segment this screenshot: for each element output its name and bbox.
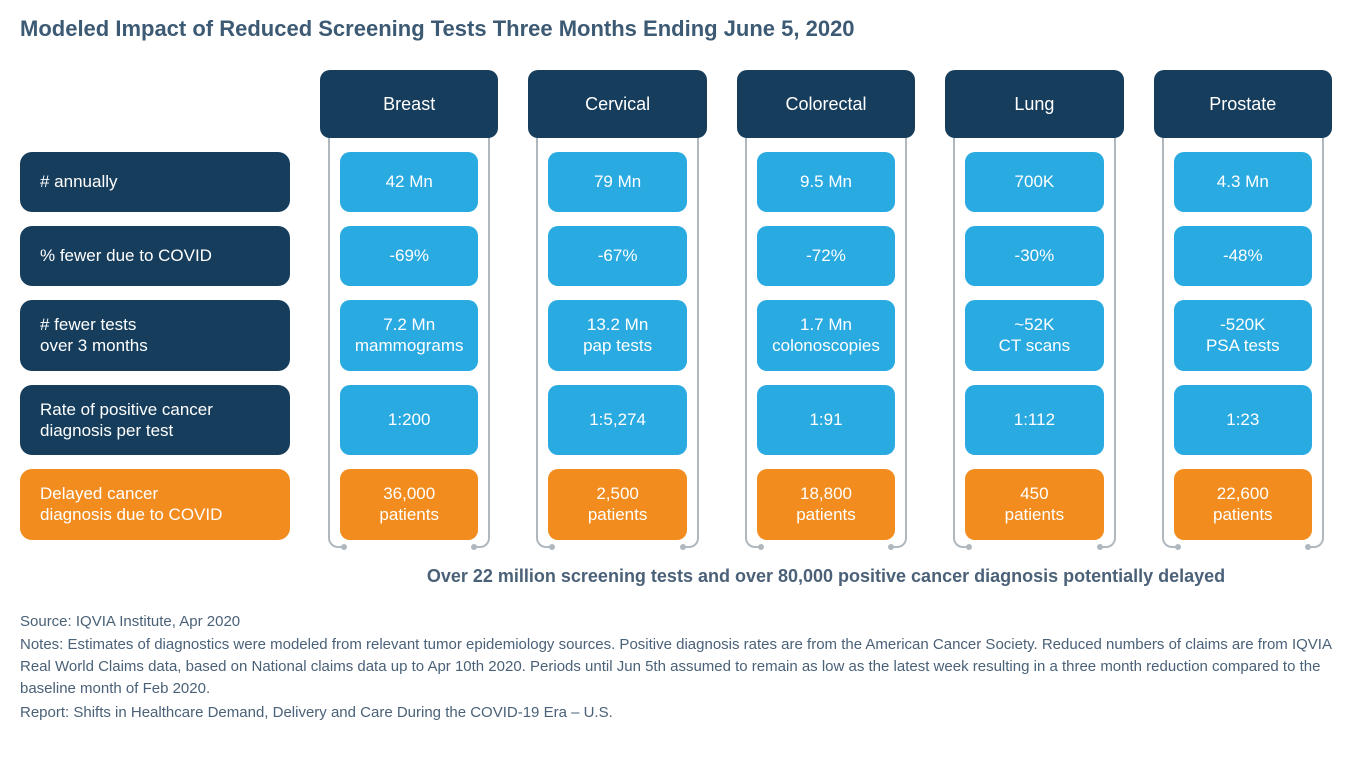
data-cell: 1:200 — [340, 385, 478, 456]
data-cell: 1.7 Mn colonoscopies — [757, 300, 895, 371]
column-wrap: Breast — [320, 70, 498, 138]
data-cell: 13.2 Mn pap tests — [548, 300, 686, 371]
column-wrap: Colorectal — [737, 70, 915, 138]
data-cell: 2,500 patients — [548, 469, 686, 540]
data-cell: 1:23 — [1174, 385, 1312, 456]
column-wrap: Prostate — [1154, 70, 1332, 138]
data-cell: 36,000 patients — [340, 469, 478, 540]
data-cell: -520K PSA tests — [1174, 300, 1312, 371]
header-spacer — [20, 70, 290, 138]
data-cell: 1:112 — [965, 385, 1103, 456]
column-header: Prostate — [1154, 70, 1332, 138]
footnote-source: Source: IQVIA Institute, Apr 2020 — [20, 611, 1332, 633]
data-cell: 9.5 Mn — [757, 152, 895, 212]
data-grid: Breast Cervical Colorectal Lung Prostate # an… — [20, 70, 1332, 540]
data-cell: 4.3 Mn — [1174, 152, 1312, 212]
column-wrap: Lung — [945, 70, 1123, 138]
data-cell: -72% — [757, 226, 895, 286]
summary-line: Over 22 million screening tests and over… — [320, 566, 1332, 587]
footnote-report: Report: Shifts in Healthcare Demand, Del… — [20, 702, 1332, 724]
row-label: Delayed cancer diagnosis due to COVID — [20, 469, 290, 540]
row-label: Rate of positive cancer diagnosis per te… — [20, 385, 290, 456]
page-title: Modeled Impact of Reduced Screening Test… — [20, 16, 1332, 42]
data-cell: 450 patients — [965, 469, 1103, 540]
data-cell: 7.2 Mn mammograms — [340, 300, 478, 371]
data-cell: 700K — [965, 152, 1103, 212]
row-label: % fewer due to COVID — [20, 226, 290, 286]
data-cell: 79 Mn — [548, 152, 686, 212]
data-cell: -48% — [1174, 226, 1312, 286]
data-cell: -69% — [340, 226, 478, 286]
data-cell: 1:91 — [757, 385, 895, 456]
data-cell: 42 Mn — [340, 152, 478, 212]
column-header: Colorectal — [737, 70, 915, 138]
column-header: Breast — [320, 70, 498, 138]
data-cell: 22,600 patients — [1174, 469, 1312, 540]
data-cell: 18,800 patients — [757, 469, 895, 540]
data-cell: 1:5,274 — [548, 385, 686, 456]
column-header: Lung — [945, 70, 1123, 138]
row-label: # annually — [20, 152, 290, 212]
column-header: Cervical — [528, 70, 706, 138]
footnote-notes: Notes: Estimates of diagnostics were mod… — [20, 634, 1332, 699]
data-cell: ~52K CT scans — [965, 300, 1103, 371]
column-wrap: Cervical — [528, 70, 706, 138]
data-cell: -67% — [548, 226, 686, 286]
data-cell: -30% — [965, 226, 1103, 286]
footnotes: Source: IQVIA Institute, Apr 2020 Notes:… — [20, 611, 1332, 724]
row-label: # fewer tests over 3 months — [20, 300, 290, 371]
